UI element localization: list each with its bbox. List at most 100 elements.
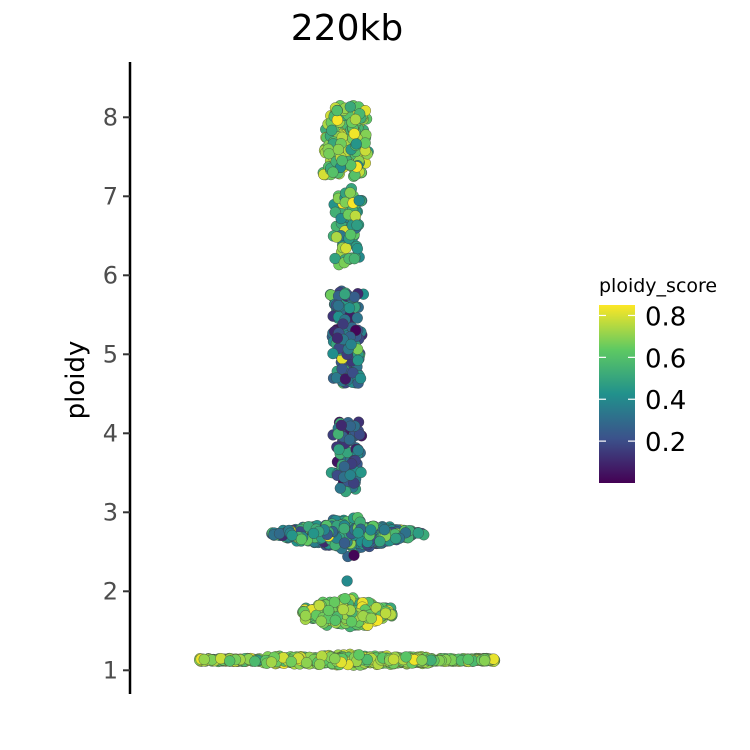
y-tick-label: 4 (103, 419, 118, 447)
data-point (479, 655, 491, 667)
data-point (348, 128, 360, 140)
data-point (350, 138, 362, 150)
data-point (331, 105, 343, 117)
colorbar (599, 305, 635, 483)
data-point (390, 532, 402, 544)
data-point (345, 229, 357, 241)
data-point (374, 535, 386, 547)
data-point (308, 527, 320, 539)
data-point (343, 434, 356, 446)
data-points (194, 100, 501, 671)
data-point (285, 656, 297, 668)
y-tick-label: 8 (103, 103, 118, 131)
data-point (349, 210, 361, 222)
data-point (344, 101, 356, 113)
data-point (344, 469, 356, 481)
data-point (295, 533, 308, 545)
data-point (249, 655, 261, 667)
data-point (327, 348, 339, 360)
data-point (339, 593, 351, 605)
data-point (353, 649, 365, 661)
data-point (286, 529, 298, 541)
data-point (388, 653, 400, 665)
data-point (348, 549, 360, 561)
data-point (331, 332, 343, 344)
data-point (224, 655, 236, 667)
data-point (314, 658, 326, 670)
data-point (347, 367, 359, 379)
data-point (352, 354, 364, 366)
data-point (300, 610, 312, 622)
data-point (273, 528, 286, 540)
data-point (301, 657, 313, 669)
legend-title: ploidy_score (599, 275, 717, 297)
data-point (355, 466, 367, 478)
y-tick-label: 6 (103, 261, 118, 289)
y-tick-label: 2 (103, 577, 118, 605)
data-point (365, 524, 377, 536)
data-point (348, 291, 361, 303)
data-point (354, 428, 366, 441)
data-point (352, 444, 364, 456)
y-tick-label: 3 (103, 498, 118, 526)
data-point (329, 252, 341, 265)
data-point (323, 148, 335, 160)
data-point (313, 599, 325, 611)
data-point (315, 615, 327, 627)
data-point (340, 242, 352, 254)
data-point (339, 288, 351, 300)
colorbar-tick-label: 0.2 (645, 428, 686, 458)
data-point (353, 194, 365, 207)
data-point (462, 653, 474, 665)
data-point (345, 338, 357, 350)
data-point (198, 653, 210, 665)
chart-title: 220kb (291, 8, 403, 49)
data-point (323, 604, 335, 617)
data-point (338, 537, 351, 549)
colorbar-ticks: 0.8 0.6 0.4 0.2 (599, 302, 686, 458)
y-tick-label: 5 (103, 340, 118, 368)
data-point (361, 654, 373, 666)
data-point (400, 651, 412, 663)
data-point (351, 219, 363, 231)
colorbar-tick-label: 0.4 (645, 386, 686, 416)
data-point (351, 312, 363, 324)
data-point (328, 596, 341, 608)
data-point (327, 166, 339, 178)
data-point (329, 653, 341, 665)
data-point (331, 231, 343, 243)
colorbar-tick-label: 0.6 (645, 344, 686, 374)
data-point (412, 527, 424, 539)
data-point (341, 575, 353, 587)
data-point (343, 302, 356, 314)
data-point (265, 656, 278, 668)
data-point (344, 187, 356, 199)
data-point (380, 607, 392, 619)
data-point (337, 603, 349, 616)
data-point (335, 419, 347, 431)
data-point (326, 124, 338, 136)
y-axis-label: ploidy (61, 341, 91, 420)
data-point (333, 443, 345, 456)
legend: ploidy_score 0.8 0.6 0.4 0.2 (599, 275, 717, 483)
data-point (329, 614, 341, 626)
y-tick-label: 1 (103, 656, 118, 684)
data-point (336, 155, 348, 167)
data-point (332, 300, 344, 312)
data-point (339, 373, 351, 385)
data-point (365, 612, 377, 624)
data-point (346, 616, 358, 628)
y-tick-label: 7 (103, 182, 118, 210)
data-point (351, 243, 363, 255)
data-point (348, 253, 360, 265)
data-point (352, 527, 364, 539)
data-point (355, 372, 367, 384)
data-point (416, 654, 428, 666)
data-point (331, 114, 343, 126)
y-axis-ticks: 1 2 3 4 5 6 7 8 (103, 103, 130, 684)
data-point (338, 523, 350, 535)
data-point (334, 482, 346, 494)
data-point (378, 524, 391, 536)
data-point (337, 318, 349, 330)
